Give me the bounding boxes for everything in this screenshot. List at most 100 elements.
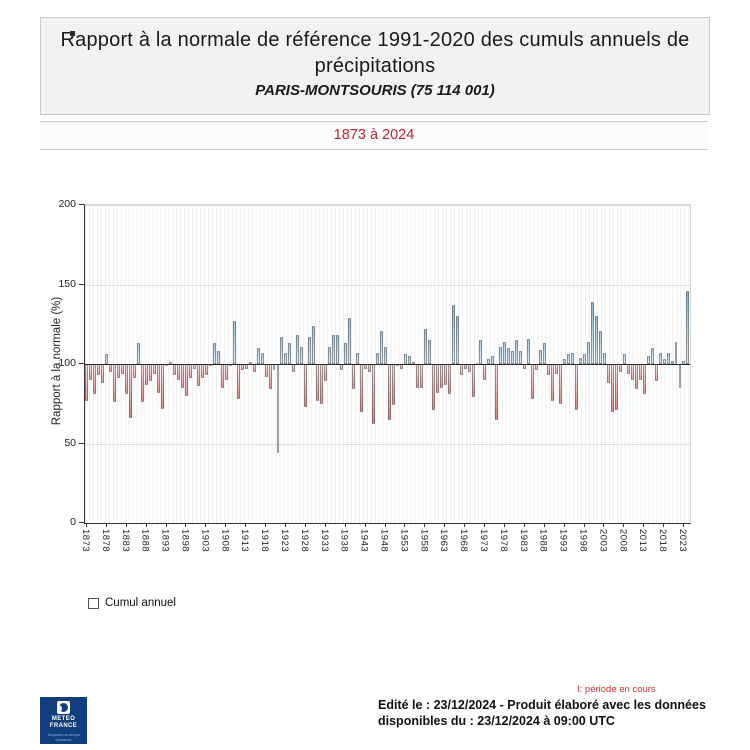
bar-1915 [252, 364, 256, 372]
x-tick-mark-1913 [245, 523, 247, 527]
bar-2013 [642, 364, 646, 395]
bar-1932 [320, 364, 324, 404]
bar-1959 [427, 340, 431, 364]
bar-1942 [360, 364, 364, 412]
bar-1978 [503, 341, 507, 364]
y-tick-mark-50 [79, 442, 84, 444]
x-tick-label-1918: 1918 [259, 529, 271, 553]
bar-1991 [555, 364, 559, 374]
bar-1958 [423, 329, 427, 364]
page-title: Rapport à la normale de référence 1991-2… [60, 29, 690, 77]
x-tick-mark-1873 [85, 523, 87, 527]
bar-1989 [547, 364, 551, 376]
x-tick-mark-1983 [523, 523, 525, 527]
gridline-150 [85, 284, 690, 286]
bar-1950 [391, 364, 395, 406]
bar-1982 [519, 351, 523, 364]
bar-1977 [499, 346, 503, 364]
bar-1903 [204, 364, 208, 376]
bar-1954 [407, 356, 411, 364]
bar-1945 [372, 364, 375, 425]
period-label: 1873 à 2024 [333, 127, 415, 143]
bar-1916 [256, 348, 260, 364]
bar-1898 [184, 364, 188, 396]
period-in-progress-note: I: période en cours [577, 684, 656, 695]
bar-1987 [539, 349, 543, 364]
bar-1910 [232, 321, 236, 364]
bar-1878 [105, 354, 109, 364]
bar-1947 [379, 330, 383, 364]
bar-1933 [324, 364, 328, 382]
x-tick-label-1923: 1923 [279, 529, 290, 553]
bar-2024 [686, 290, 690, 364]
period-band: 1873 à 2024 [40, 121, 708, 150]
x-tick-mark-1973 [484, 523, 486, 527]
bar-1996 [575, 364, 578, 411]
x-tick-label-1878: 1878 [99, 529, 111, 553]
bar-1888 [145, 364, 149, 385]
bar-1948 [383, 346, 387, 364]
gridline-50 [85, 443, 690, 445]
bar-1906 [216, 351, 220, 364]
bar-1881 [117, 364, 121, 379]
x-tick-label-2003: 2003 [597, 529, 609, 553]
bar-1962 [439, 364, 443, 388]
y-tick-mark-200 [79, 204, 84, 205]
bar-1885 [133, 364, 137, 379]
x-tick-label-1873: 1873 [79, 529, 91, 553]
bar-1970 [471, 364, 475, 398]
x-tick-label-1893: 1893 [159, 529, 171, 553]
x-tick-label-1988: 1988 [537, 529, 549, 553]
bar-1890 [153, 364, 157, 374]
x-tick-mark-1948 [384, 523, 386, 527]
bar-1974 [487, 359, 491, 364]
y-tick-label-0: 0 [70, 516, 76, 528]
bar-2019 [666, 352, 670, 364]
x-tick-label-2008: 2008 [617, 529, 629, 553]
bar-1990 [551, 364, 555, 401]
bar-1922 [280, 336, 284, 364]
x-tick-label-1908: 1908 [219, 529, 231, 553]
bar-1985 [531, 364, 535, 399]
y-tick-label-200: 200 [58, 198, 76, 210]
x-tick-mark-1988 [543, 523, 545, 527]
bar-1923 [284, 352, 288, 364]
bar-2022 [678, 364, 682, 388]
x-tick-mark-1908 [225, 523, 227, 527]
bar-2000 [590, 301, 594, 364]
bar-1939 [348, 317, 352, 364]
x-tick-label-1993: 1993 [557, 529, 569, 553]
x-tick-label-1983: 1983 [517, 529, 529, 553]
x-tick-mark-1928 [304, 523, 306, 527]
bar-1984 [527, 338, 531, 364]
bar-2012 [638, 364, 642, 380]
x-tick-label-1968: 1968 [458, 529, 470, 553]
x-tick-mark-1958 [424, 523, 426, 527]
bar-1883 [125, 364, 129, 395]
bar-1924 [288, 343, 292, 364]
bar-2017 [658, 352, 662, 364]
bar-1880 [113, 364, 117, 403]
bar-1897 [180, 364, 184, 388]
bar-1960 [431, 364, 435, 411]
bar-1965 [451, 305, 455, 364]
bar-1967 [459, 364, 463, 376]
bar-1911 [236, 364, 240, 399]
x-tick-mark-1878 [105, 523, 107, 527]
x-tick-label-1928: 1928 [298, 529, 310, 553]
bar-1877 [101, 364, 105, 384]
plot-area [84, 204, 691, 524]
y-tick-mark-150 [79, 283, 84, 285]
bar-1949 [387, 364, 391, 420]
bar-1892 [161, 364, 165, 409]
bar-1975 [491, 356, 495, 364]
bar-1979 [507, 348, 511, 364]
bar-1894 [169, 362, 172, 365]
y-tick-mark-0 [79, 522, 84, 523]
x-tick-mark-1898 [185, 523, 187, 527]
x-tick-label-1948: 1948 [378, 529, 390, 553]
bar-1994 [567, 354, 571, 364]
x-tick-label-1938: 1938 [338, 529, 350, 553]
bar-1997 [579, 357, 582, 364]
